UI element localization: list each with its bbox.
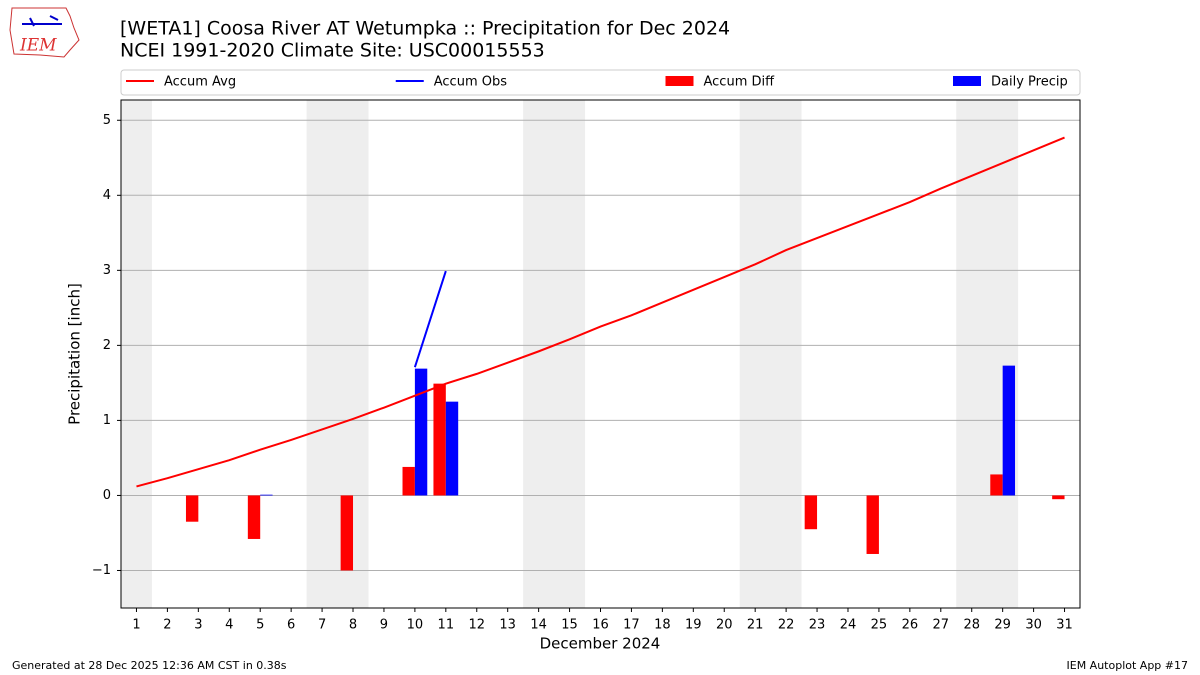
legend-swatch — [665, 76, 694, 86]
x-tick-label: 27 — [933, 618, 950, 633]
bar — [340, 495, 354, 571]
chart-title: [WETA1] Coosa River AT Wetumpka :: Preci… — [120, 18, 730, 40]
x-tick-label: 8 — [349, 618, 357, 633]
x-tick-label: 28 — [963, 618, 980, 633]
weekend-shade — [121, 100, 152, 608]
x-tick-label: 16 — [592, 618, 609, 633]
x-tick-label: 13 — [499, 618, 516, 633]
x-tick-label: 11 — [438, 618, 455, 633]
x-tick-label: 2 — [163, 618, 171, 633]
x-tick-label: 31 — [1056, 618, 1073, 633]
weekend-shade — [956, 100, 1019, 608]
legend-box — [120, 69, 1081, 96]
logo-text: IEM — [19, 36, 57, 56]
line — [136, 136, 1065, 488]
y-tick-label: 2 — [103, 338, 111, 353]
x-tick-label: 30 — [1025, 618, 1042, 633]
weekend-shade — [739, 100, 802, 608]
logo-icon — [22, 15, 62, 27]
bar — [247, 495, 261, 539]
y-tick-label: −1 — [92, 563, 111, 578]
legend-label: Accum Obs — [434, 75, 507, 90]
y-tick-label: 4 — [103, 188, 111, 203]
x-tick-label: 1 — [132, 618, 140, 633]
x-tick-label: 9 — [380, 618, 388, 633]
x-tick-label: 15 — [561, 618, 578, 633]
x-tick-label: 4 — [225, 618, 233, 633]
bar — [1002, 365, 1016, 496]
x-tick-label: 20 — [716, 618, 733, 633]
footer-right: IEM Autoplot App #17 — [1067, 659, 1189, 672]
plot-frame — [120, 99, 1081, 609]
chart-subtitle: NCEI 1991-2020 Climate Site: USC00015553 — [120, 40, 545, 62]
legend-swatch — [953, 76, 981, 86]
weekend-shade — [306, 100, 369, 608]
x-tick-label: 7 — [318, 618, 326, 633]
x-tick-label: 19 — [685, 618, 702, 633]
bar — [1052, 495, 1065, 500]
bar — [866, 495, 879, 554]
bar — [433, 383, 446, 496]
x-tick-label: 22 — [778, 618, 795, 633]
x-tick-label: 26 — [902, 618, 919, 633]
bar — [990, 474, 1003, 496]
bar — [185, 495, 199, 522]
bar — [260, 494, 273, 496]
x-tick-label: 10 — [407, 618, 424, 633]
bar — [402, 466, 415, 496]
logo: IEM — [9, 7, 80, 58]
bar — [804, 495, 818, 530]
legend-label: Accum Avg — [164, 75, 236, 90]
footer-left: Generated at 28 Dec 2025 12:36 AM CST in… — [12, 659, 287, 672]
y-tick-label: 1 — [103, 413, 111, 428]
x-tick-label: 14 — [530, 618, 547, 633]
line — [413, 270, 447, 368]
x-tick-label: 3 — [194, 618, 202, 633]
x-tick-label: 25 — [871, 618, 888, 633]
legend-label: Accum Diff — [704, 75, 776, 90]
legend-label: Daily Precip — [991, 75, 1068, 90]
x-tick-label: 21 — [747, 618, 764, 633]
x-tick-label: 12 — [468, 618, 485, 633]
x-tick-label: 17 — [623, 618, 640, 633]
x-tick-label: 18 — [654, 618, 671, 633]
x-tick-label: 5 — [256, 618, 264, 633]
bar — [445, 401, 459, 496]
bar — [414, 368, 428, 496]
x-tick-label: 23 — [809, 618, 826, 633]
y-axis-label: Precipitation [inch] — [66, 283, 84, 425]
x-tick-label: 6 — [287, 618, 295, 633]
y-tick-label: 0 — [103, 488, 111, 503]
logo-outline — [9, 7, 80, 58]
y-tick-label: 3 — [103, 263, 111, 278]
x-tick-label: 24 — [840, 618, 857, 633]
y-tick-label: 5 — [103, 113, 111, 128]
x-tick-label: 29 — [994, 618, 1011, 633]
x-axis-label: December 2024 — [540, 635, 661, 653]
